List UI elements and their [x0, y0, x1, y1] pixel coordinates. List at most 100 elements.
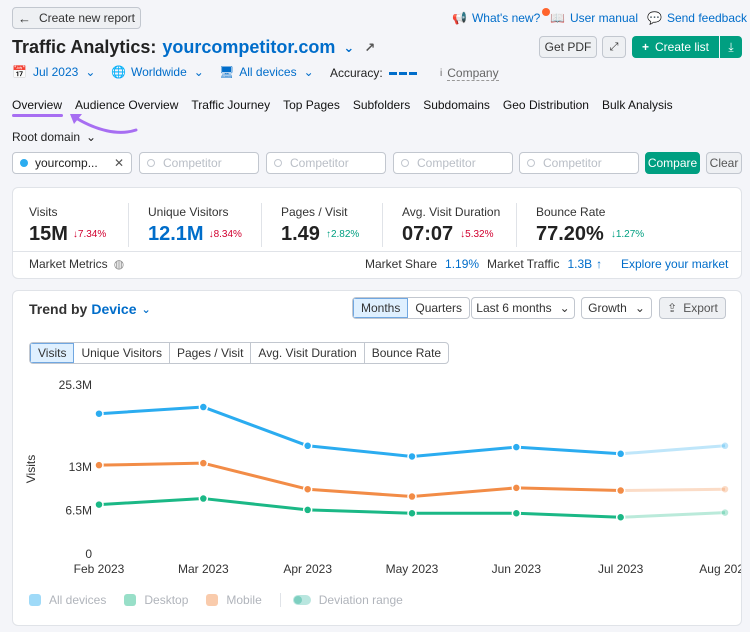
domain-selector[interactable]: yourcompetitor.com — [162, 37, 336, 57]
data-point — [615, 512, 626, 523]
competitor-dot — [147, 159, 155, 167]
send-feedback-link[interactable]: 💬 Send feedback — [647, 11, 748, 25]
legend-desktop[interactable]: Desktop — [124, 593, 188, 607]
series-line — [98, 497, 621, 519]
checkbox-icon — [206, 594, 219, 606]
tab-audience-overview[interactable]: Audience Overview — [75, 98, 179, 112]
series-projection — [620, 487, 726, 493]
metric-avg-visit-duration: Avg. Visit Duration 07:07 ↓5.32% — [402, 205, 501, 245]
arrow-left-icon: ← — [17, 10, 31, 26]
series-projection — [620, 511, 726, 519]
arrow-up-icon: ↑ — [596, 257, 603, 271]
competitor-input-4[interactable]: Competitor — [519, 152, 639, 174]
market-icon: ◍ — [113, 257, 125, 271]
tab-subfolders[interactable]: Subfolders — [352, 98, 411, 112]
data-point — [720, 484, 730, 494]
data-point — [407, 451, 417, 462]
chevron-down-icon: ⌄ — [193, 65, 204, 79]
metric-bounce-rate: Bounce Rate 77.20% ↓1.27% — [536, 205, 645, 245]
market-metrics-label: Market Metrics ◍ — [29, 257, 125, 271]
devices-filter[interactable]: 🖥 All devices ⌄ — [219, 65, 314, 79]
competitor-input-1[interactable]: Competitor — [139, 152, 259, 174]
x-tick-label: Aug 2023 — [699, 562, 741, 576]
checkbox-icon — [29, 594, 41, 606]
data-point — [511, 442, 522, 452]
region-filter[interactable]: 🌐 Worldwide ⌄ — [111, 65, 204, 79]
chat-icon: 💬 — [647, 11, 662, 25]
explore-market-link[interactable]: Explore your market — [621, 257, 729, 271]
domain-input-1[interactable]: yourcomp... ✕ — [12, 152, 132, 174]
x-tick-label: Jun 2023 — [492, 562, 542, 576]
tab-bulk-analysis[interactable]: Bulk Analysis — [601, 98, 673, 112]
competitor-dot — [527, 159, 535, 167]
competitor-input-3[interactable]: Competitor — [393, 152, 513, 174]
export-button[interactable]: ⇪ Export — [659, 297, 726, 319]
range-dropdown[interactable]: Last 6 months ⌄ — [471, 297, 575, 319]
x-tick-label: Mar 2023 — [178, 562, 229, 576]
legend-all-devices[interactable]: All devices — [29, 593, 106, 607]
metric-tab-unique-visitors[interactable]: Unique Visitors — [74, 343, 170, 363]
metric-tab-avg-visit-duration[interactable]: Avg. Visit Duration — [251, 343, 365, 363]
chevron-down-icon: ⌄ — [86, 130, 97, 144]
tab-geo-distribution[interactable]: Geo Distribution — [502, 98, 589, 112]
tab-overview[interactable]: Overview — [12, 98, 63, 112]
data-point — [302, 484, 313, 494]
accuracy-indicator: Accuracy: — [330, 66, 417, 80]
data-point — [511, 483, 522, 493]
market-traffic: Market Traffic 1.3B ↑ — [487, 257, 603, 271]
x-tick-label: Apr 2023 — [283, 562, 332, 576]
data-point — [720, 507, 730, 518]
chevron-down-icon[interactable]: ⌄ — [343, 39, 355, 55]
user-manual-link[interactable]: 📖 User manual — [550, 11, 638, 25]
quarters-toggle[interactable]: Quarters — [415, 301, 463, 315]
data-point — [615, 485, 626, 496]
data-point — [94, 499, 104, 510]
competitor-input-2[interactable]: Competitor — [266, 152, 386, 174]
data-point — [198, 402, 209, 412]
legend-mobile[interactable]: Mobile — [206, 593, 262, 607]
data-point — [407, 491, 417, 502]
months-toggle[interactable]: Months — [353, 298, 409, 318]
metric-pages-per-visit: Pages / Visit 1.49 ↑2.82% — [281, 205, 360, 245]
data-point — [94, 408, 104, 419]
mode-dropdown[interactable]: Growth ⌄ — [581, 297, 652, 319]
whats-new-link[interactable]: 📢 What's new? — [452, 8, 551, 25]
chevron-down-icon[interactable]: ⌄ — [141, 303, 151, 316]
active-tab-underline — [12, 114, 63, 117]
tab-traffic-journey[interactable]: Traffic Journey — [191, 98, 271, 112]
fullscreen-button[interactable]: ⤢ — [602, 36, 626, 58]
create-new-report-button[interactable]: ← Create new report — [12, 7, 141, 29]
trend-card: Trend by Device ⌄ Months Quarters Last 6… — [12, 290, 742, 626]
chevron-down-icon: ⌄ — [85, 65, 96, 79]
data-point — [407, 508, 417, 519]
close-icon[interactable]: ✕ — [113, 156, 124, 170]
y-tick-label: 13M — [69, 460, 92, 474]
data-point — [198, 493, 209, 504]
tab-top-pages[interactable]: Top Pages — [283, 98, 340, 112]
devices-icon: 🖥 — [219, 65, 235, 79]
plus-icon: + — [641, 40, 649, 54]
metric-tab-pages-per-visit[interactable]: Pages / Visit — [170, 343, 252, 363]
page-title: Traffic Analytics: yourcompetitor.com ⌄ … — [12, 37, 376, 57]
y-axis-label: Visits — [24, 455, 38, 483]
device-selector[interactable]: Device — [91, 301, 137, 317]
download-list-button[interactable]: ⤓ — [720, 36, 742, 58]
clear-button[interactable]: Clear — [706, 152, 742, 174]
book-icon: 📖 — [550, 11, 565, 25]
company-info[interactable]: i Company — [440, 66, 499, 81]
metric-tab-bounce-rate[interactable]: Bounce Rate — [371, 346, 442, 360]
trend-title: Trend by Device ⌄ — [29, 301, 151, 317]
root-domain-selector[interactable]: Root domain ⌄ — [12, 130, 97, 144]
series-line — [98, 461, 621, 499]
market-share: Market Share 1.19% — [365, 257, 480, 271]
metric-tab-visits[interactable]: Visits — [30, 343, 75, 363]
data-point — [302, 505, 313, 515]
competitor-dot — [401, 159, 409, 167]
compare-button[interactable]: Compare — [645, 152, 700, 174]
tab-subdomains[interactable]: Subdomains — [423, 98, 490, 112]
date-filter[interactable]: 📅 Jul 2023 ⌄ — [12, 65, 96, 79]
get-pdf-button[interactable]: Get PDF — [539, 36, 597, 58]
create-list-button[interactable]: + Create list — [632, 36, 719, 58]
external-link-icon[interactable]: ↗ — [364, 39, 376, 55]
legend-deviation-range[interactable]: Deviation range — [292, 593, 403, 607]
